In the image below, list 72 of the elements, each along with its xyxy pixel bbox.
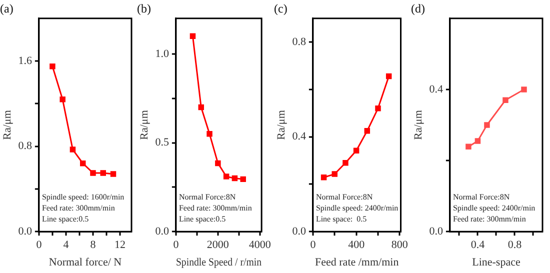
chart-title: (b) [137, 1, 151, 16]
point [70, 146, 76, 152]
chart-title: (a) [0, 1, 14, 16]
y-tick-label: 0.0 [155, 225, 170, 238]
x-axis-title: Line-space [472, 256, 520, 268]
point [386, 73, 392, 80]
y-tick-label: 0.0 [18, 225, 32, 238]
y-tick-label: 1.0 [155, 48, 170, 60]
x-tick-label: 4 [63, 239, 70, 252]
point [223, 174, 230, 180]
y-axis-title: Ra/μm [412, 110, 424, 140]
point [474, 138, 481, 144]
x-tick-label: 0 [310, 239, 316, 252]
annotation: Line space: 0.5 [316, 214, 367, 224]
annotation: Feed rate: 300mm/min [452, 214, 526, 224]
y-axis-title: Ra/μm [1, 110, 14, 140]
point [90, 170, 96, 176]
x-tick-label: 400 [348, 239, 366, 252]
point [342, 160, 348, 166]
x-axis-title: Spindle Speed / r/min [176, 256, 262, 268]
chart-title: (d) [411, 1, 425, 16]
annotation: Line space:0.5 [178, 214, 226, 224]
point [353, 148, 360, 154]
x-axis-title: Feed rate /mm/min [315, 256, 400, 268]
annotation: Normal Force:8N [452, 192, 510, 202]
point [198, 104, 204, 110]
annotation: Feed rate: 300mm/min [178, 204, 252, 213]
y-tick-label: 1.6 [18, 54, 32, 67]
x-tick-label: 2000 [206, 239, 230, 252]
y-axis-title: Ra/μm [138, 110, 150, 140]
point [466, 144, 472, 150]
x-tick-label: 0.8 [508, 239, 522, 252]
point [332, 171, 338, 177]
x-axis-title: Normal force/ N [48, 256, 122, 268]
point [50, 64, 56, 70]
point [320, 174, 327, 180]
point [60, 96, 66, 102]
x-tick-label: 8 [90, 239, 96, 252]
point [232, 175, 238, 182]
y-tick-label: 0.0 [292, 225, 306, 238]
y-tick-label: 0.0 [429, 225, 444, 238]
point [375, 106, 381, 112]
annotation: Feed rate: 300mm/min [42, 204, 115, 213]
point [80, 160, 86, 166]
point [110, 171, 116, 177]
chart-title: (c) [274, 1, 288, 16]
y-tick-label: 0.8 [292, 36, 306, 48]
point [190, 33, 196, 40]
x-tick-label: 12 [114, 239, 126, 252]
annotation: Spindle speed: 2400r/min [316, 204, 398, 213]
y-tick-label: 0.4 [292, 130, 306, 143]
x-tick-label: 4000 [248, 239, 272, 252]
point [502, 97, 508, 103]
x-tick-label: 800 [391, 239, 408, 252]
y-tick-label: 0.5 [155, 136, 170, 149]
point [521, 86, 527, 92]
annotation: Normal Force:8N [316, 192, 373, 202]
point [100, 170, 106, 176]
annotation: Line space:0.5 [42, 214, 89, 224]
point [240, 176, 246, 182]
y-axis-title: Ra/μm [275, 110, 288, 140]
annotation: Spindle speed: 2400r/min [452, 204, 536, 213]
point [215, 160, 221, 166]
annotation: Spindle speed: 1600r/min [42, 192, 124, 202]
point [206, 131, 212, 137]
x-tick-label: 0.4 [470, 239, 486, 252]
x-tick-label: 0 [36, 239, 42, 252]
point [484, 122, 490, 128]
y-tick-label: 0.8 [18, 140, 32, 152]
annotation: Normal Force:8N [178, 192, 236, 202]
point [364, 128, 370, 134]
x-tick-label: 0 [173, 239, 180, 252]
